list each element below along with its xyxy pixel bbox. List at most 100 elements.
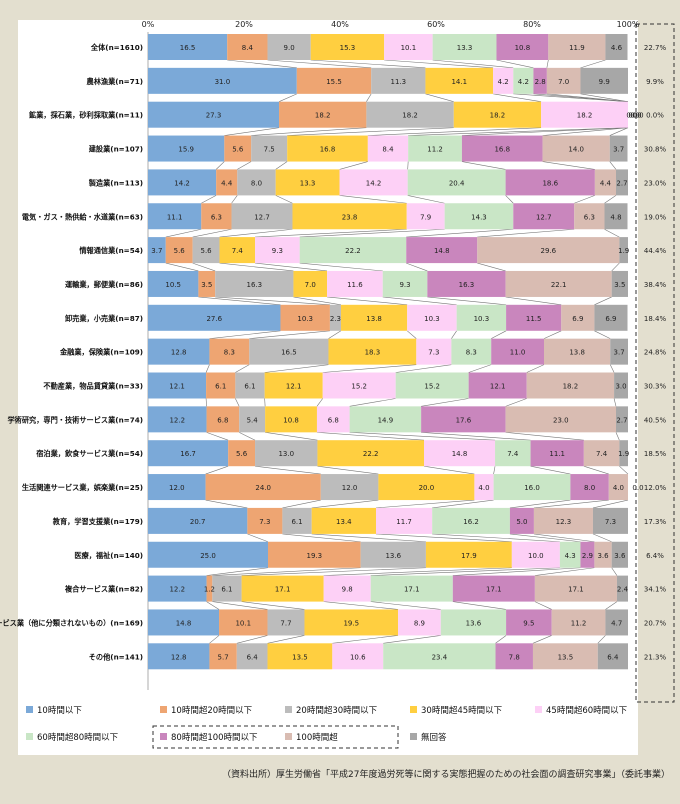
bar-value-label: 19.5 [343, 619, 359, 627]
bar-value-label: 3.6 [614, 552, 626, 560]
bar-value-label: 2.9 [582, 552, 593, 560]
bar-value-label: 7.4 [232, 247, 244, 255]
bar-value-label: 20.0 [419, 484, 435, 492]
bar-value-label: 12.8 [171, 349, 187, 357]
bar-value-label: 12.8 [171, 653, 187, 661]
bar-value-label: 7.0 [558, 78, 569, 86]
highlight-total-label: 23.0% [644, 179, 667, 187]
bar-value-label: 12.2 [169, 586, 185, 594]
bar-value-label: 6.3 [211, 213, 222, 221]
bar-value-label: 7.8 [509, 653, 520, 661]
bar-value-label: 22.2 [345, 247, 361, 255]
bar-value-label: 15.2 [351, 383, 367, 391]
highlight-total-label: 30.3% [644, 383, 667, 391]
bar-value-label: 14.8 [434, 247, 450, 255]
bar-value-label: 15.9 [178, 146, 194, 154]
bar-value-label: 5.0 [516, 518, 527, 526]
bar-value-label: 18.2 [402, 112, 418, 120]
bar-value-label: 18.2 [490, 112, 506, 120]
bar-value-label: 10.6 [350, 653, 366, 661]
bar-value-label: 16.2 [463, 518, 479, 526]
legend-label: 10時間以下 [37, 706, 82, 716]
bar-value-label: 11.2 [571, 619, 587, 627]
bar-value-label: 31.0 [215, 78, 231, 86]
category-label: その他(n=141) [89, 652, 143, 661]
highlight-total-label: 0.0% [646, 112, 664, 120]
bar-value-label: 6.4 [247, 653, 259, 661]
bar-value-label: 10.3 [424, 315, 440, 323]
bar-value-label: 2.4 [617, 586, 629, 594]
x-tick-label: 60% [427, 20, 445, 29]
legend-label: 10時間超20時間以下 [171, 705, 253, 716]
bar-value-label: 5.6 [232, 146, 244, 154]
bar-value-label: 17.6 [456, 416, 472, 424]
bar-value-label: 17.1 [275, 586, 291, 594]
bar-value-label: 5.4 [247, 416, 259, 424]
bar-value-label: 6.1 [291, 518, 302, 526]
bar-value-label: 14.3 [471, 213, 487, 221]
highlight-total-label: 6.4% [646, 552, 664, 560]
bar-value-label: 9.5 [523, 619, 534, 627]
legend-label: 無回答 [421, 732, 447, 743]
bar-value-label: 10.1 [235, 619, 251, 627]
category-label: 卸売業，小売業(n=87) [65, 314, 143, 323]
bar-value-label: 4.0 [478, 484, 489, 492]
bar-value-label: 13.0 [278, 450, 294, 458]
bar-value-label: 10.1 [401, 44, 417, 52]
bar-value-label: 7.7 [280, 619, 291, 627]
bar-value-label: 13.5 [292, 653, 308, 661]
bar-value-label: 14.2 [174, 179, 190, 187]
bar-value-label: 7.5 [264, 146, 275, 154]
category-label: 複合サービス業(n=82) [64, 585, 143, 594]
bar-value-label: 2.7 [616, 179, 627, 187]
bar-value-label: 5.7 [218, 653, 229, 661]
bar-value-label: 5.6 [201, 247, 213, 255]
bar-value-label: 18.2 [315, 112, 331, 120]
category-label: 金融業，保険業(n=109) [59, 348, 143, 357]
bar-value-label: 14.8 [452, 450, 468, 458]
bar-value-label: 3.7 [151, 247, 162, 255]
legend-label: 60時間超80時間以下 [37, 732, 119, 743]
bar-value-label: 8.3 [466, 349, 477, 357]
bar-value-label: 7.3 [259, 518, 270, 526]
bar-value-label: 13.6 [385, 552, 401, 560]
bar-value-label: 13.3 [300, 179, 316, 187]
bar-value-label: 16.5 [281, 349, 297, 357]
bar-value-label: 4.2 [518, 78, 529, 86]
legend-label: 80時間超100時間以下 [171, 732, 258, 743]
highlight-total-label: 20.7% [644, 619, 667, 627]
bar-value-label: 17.1 [404, 586, 420, 594]
category-label: 情報通信業(n=54) [79, 246, 143, 255]
bar-value-label: 13.6 [466, 619, 482, 627]
category-label: 全体(n=1610) [90, 43, 143, 52]
legend-swatch [285, 733, 292, 740]
bar-value-label: 2.7 [616, 416, 627, 424]
bar-value-label: 9.8 [342, 586, 353, 594]
bar-value-label: 16.3 [247, 281, 263, 289]
bar-value-label: 7.3 [605, 518, 616, 526]
bar-value-label: 11.7 [396, 518, 412, 526]
bar-value-label: 4.7 [611, 619, 622, 627]
bar-value-label: 6.1 [221, 586, 232, 594]
bar-value-label: 1.2 [204, 586, 215, 594]
bar-value-label: 16.5 [180, 44, 196, 52]
bar-value-label: 10.0 [528, 552, 544, 560]
bar-value-label: 12.7 [536, 213, 552, 221]
bar-value-label: 14.8 [176, 619, 192, 627]
bar-value-label: 13.8 [366, 315, 382, 323]
bar-value-label: 7.9 [420, 213, 431, 221]
category-label: 生活関連サービス業，娯楽業(n=25) [22, 483, 143, 492]
bar-value-label: 13.3 [457, 44, 473, 52]
bar-value-label: 6.1 [244, 383, 255, 391]
bar-value-label: 20.4 [449, 179, 465, 187]
category-label: 不動産業，物品賃貸業(n=33) [43, 382, 143, 391]
bar-value-label: 8.4 [382, 146, 394, 154]
bar-value-label: 12.0 [342, 484, 358, 492]
bar-value-label: 8.0 [584, 484, 595, 492]
category-label: 教育，学習支援業(n=179) [52, 517, 143, 526]
bar-value-label: 6.4 [607, 653, 619, 661]
bar-value-label: 18.2 [577, 112, 593, 120]
bar-value-label: 18.6 [542, 179, 558, 187]
bar-value-label: 0.0 [632, 484, 643, 492]
